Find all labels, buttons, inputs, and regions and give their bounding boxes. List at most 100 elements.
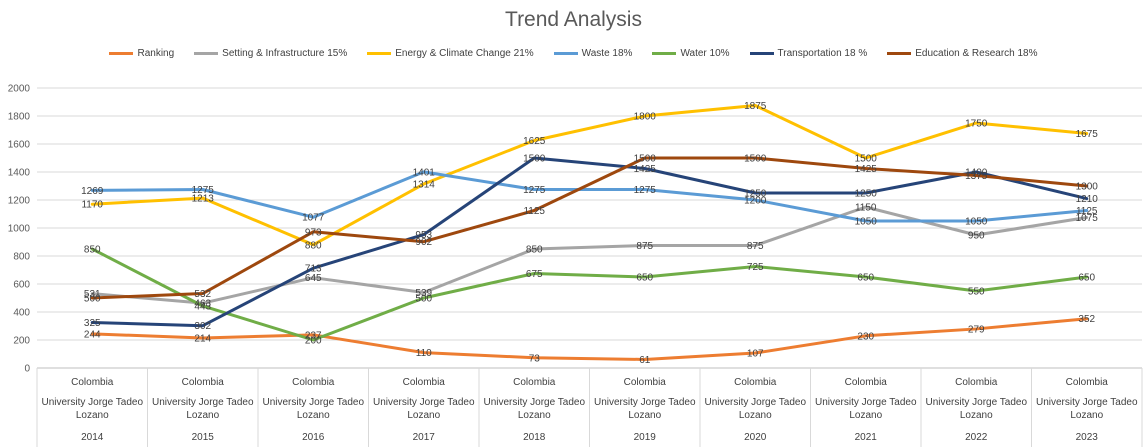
data-label: 713 [305, 264, 322, 275]
data-label: 1500 [523, 154, 546, 165]
legend-swatch [749, 52, 774, 55]
data-label: 279 [968, 324, 985, 335]
legend-swatch [367, 52, 392, 55]
data-label: 1300 [1076, 182, 1099, 193]
category-country-label: Colombia [292, 377, 335, 388]
y-tick-label: 1600 [8, 140, 31, 151]
data-label: 302 [194, 321, 211, 332]
category-year-label: 2022 [965, 432, 988, 443]
category-country-label: Colombia [71, 377, 114, 388]
category-year-label: 2014 [81, 432, 104, 443]
data-label: 850 [526, 245, 543, 256]
category-university-label: University Jorge Tadeo Lozano [262, 397, 364, 421]
y-tick-label: 1000 [8, 224, 31, 235]
category-university-label: University Jorge Tadeo Lozano [1036, 397, 1138, 421]
category-year-label: 2020 [744, 432, 767, 443]
series-line [90, 156, 1089, 328]
data-label: 244 [84, 329, 101, 340]
y-tick-label: 1400 [8, 168, 31, 179]
legend-label: Setting & Infrastructure 15% [222, 48, 348, 59]
data-label: 1500 [744, 154, 767, 165]
data-label: 1500 [634, 154, 657, 165]
data-label: 531 [84, 289, 101, 300]
data-label: 650 [636, 273, 653, 284]
legend-item: Waste 18% [553, 48, 632, 59]
data-label: 1800 [634, 112, 657, 123]
data-label: 110 [416, 348, 432, 359]
series-line [90, 170, 1089, 223]
legend-item: Education & Research 18% [887, 48, 1038, 59]
data-label: 1269 [81, 186, 104, 197]
category-year-label: 2016 [302, 432, 325, 443]
legend-label: Transportation 18 % [777, 48, 868, 59]
category-country-label: Colombia [403, 377, 446, 388]
data-label: 645 [305, 273, 322, 284]
legend-swatch [194, 52, 219, 55]
data-label: 875 [636, 241, 653, 252]
legend-swatch [652, 52, 677, 55]
data-label: 1375 [965, 171, 988, 182]
data-label: 1150 [855, 203, 877, 214]
data-label: 950 [968, 231, 985, 242]
data-label: 532 [194, 289, 211, 300]
data-label: 1400 [965, 168, 988, 179]
data-label: 953 [415, 230, 432, 241]
legend-swatch [553, 52, 578, 55]
y-tick-label: 0 [24, 364, 30, 375]
data-label: 107 [747, 349, 764, 360]
legend-item: Energy & Climate Change 21% [367, 48, 534, 59]
data-label: 539 [415, 288, 432, 299]
legend-item: Setting & Infrastructure 15% [194, 48, 347, 59]
legend-swatch [887, 52, 912, 55]
series-line [90, 317, 1089, 361]
legend: Ranking Setting & Infrastructure 15% Energ… [0, 48, 1147, 59]
data-label: 237 [305, 330, 322, 341]
data-label: 200 [305, 336, 322, 347]
series-line [90, 156, 1089, 300]
data-label: 1401 [413, 167, 436, 178]
data-label: 1500 [855, 154, 878, 165]
category-country-label: Colombia [734, 377, 777, 388]
series-line [90, 247, 1089, 342]
data-label: 880 [305, 240, 322, 251]
category-university-label: University Jorge Tadeo Lozano [704, 397, 806, 421]
y-tick-label: 400 [13, 308, 30, 319]
legend-label: Education & Research 18% [915, 48, 1038, 59]
data-label: 352 [1078, 314, 1095, 325]
data-label: 850 [84, 245, 101, 256]
category-country-label: Colombia [182, 377, 225, 388]
data-label: 325 [84, 318, 101, 329]
data-label: 1125 [1076, 206, 1098, 217]
data-label: 1425 [855, 164, 878, 175]
y-tick-label: 800 [13, 252, 30, 263]
data-label: 500 [84, 294, 101, 305]
data-label: 973 [305, 227, 322, 238]
category-university-label: University Jorge Tadeo Lozano [483, 397, 585, 421]
category-university-label: University Jorge Tadeo Lozano [815, 397, 917, 421]
legend-item: Water 10% [652, 48, 730, 59]
y-tick-label: 2000 [8, 84, 31, 95]
category-country-label: Colombia [955, 377, 998, 388]
y-tick-label: 1800 [8, 112, 31, 123]
data-label: 1275 [523, 185, 546, 196]
category-university-label: University Jorge Tadeo Lozano [594, 397, 696, 421]
data-label: 1275 [634, 185, 657, 196]
y-tick-label: 200 [13, 336, 30, 347]
category-country-label: Colombia [624, 377, 667, 388]
data-label: 1075 [1076, 213, 1099, 224]
data-label: 1200 [744, 196, 767, 207]
data-label: 1250 [744, 189, 767, 200]
data-label: 875 [747, 241, 764, 252]
data-label: 73 [529, 353, 541, 364]
legend-label: Energy & Climate Change 21% [395, 48, 534, 59]
y-tick-label: 600 [13, 280, 30, 291]
category-university-label: University Jorge Tadeo Lozano [925, 397, 1027, 421]
data-label: 650 [1078, 273, 1095, 284]
category-university-label: University Jorge Tadeo Lozano [41, 397, 143, 421]
legend-label: Ranking [137, 48, 175, 59]
category-year-label: 2019 [634, 432, 657, 443]
category-country-label: Colombia [1066, 377, 1109, 388]
data-label: 1125 [523, 206, 545, 217]
data-label: 500 [415, 294, 432, 305]
